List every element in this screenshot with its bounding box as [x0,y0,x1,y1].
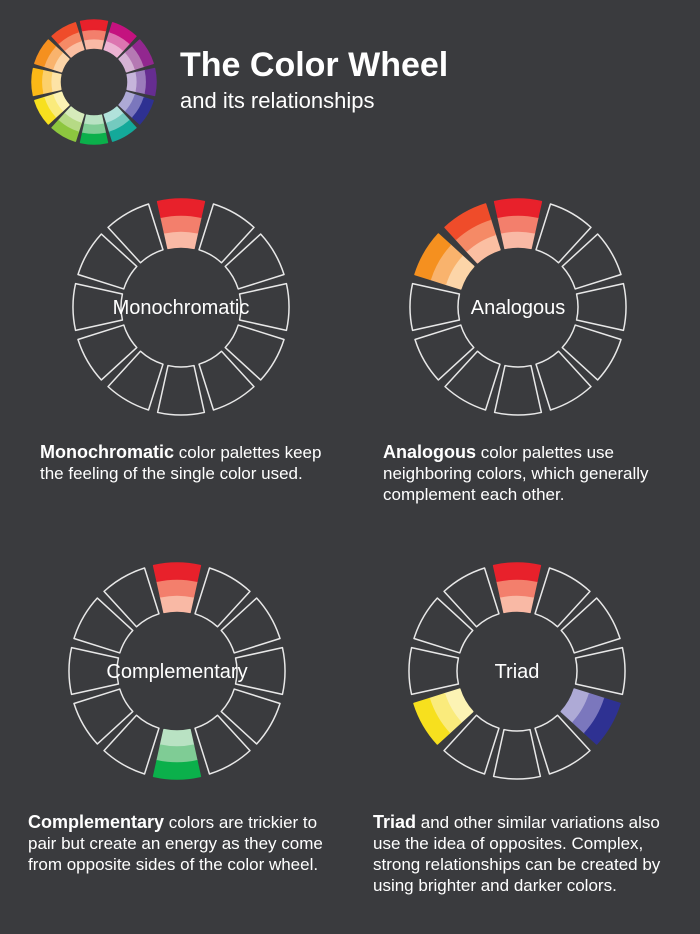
logo-segment [132,97,154,125]
color-segment [159,728,195,748]
outline-segment [107,350,164,411]
outline-segment [414,324,475,381]
logo-segment [81,28,107,41]
outline-segment [156,364,206,416]
outline-segment [561,324,622,381]
outline-segment [234,646,286,696]
description-heading: Analogous [383,442,476,462]
description-text: color palettes use neighboring colors, w… [383,443,649,504]
outline-segment [103,567,160,628]
outline-segment [77,233,138,290]
color-segment [159,594,195,614]
outline-segment [444,350,501,411]
logo-segment [83,37,105,50]
description: Monochromatic color palettes keep the fe… [40,442,335,484]
color-segment [444,203,492,240]
color-segment [160,214,202,234]
wheel-label: Analogous [471,297,566,319]
logo-segment [31,67,44,97]
outline-segment [103,714,160,775]
outline-segment [574,646,626,696]
logo-segment [81,123,107,136]
color-segment [492,562,542,582]
outline-segment [534,714,591,775]
color-segment [584,697,621,745]
outline-segment [408,646,460,696]
description: Triad and other similar variations also … [373,812,688,896]
description: Complementary colors are trickier to pai… [28,812,333,875]
outline-segment [575,282,627,332]
outline-segment [409,282,461,332]
color-segment [152,562,202,582]
color-segment [156,744,198,764]
logo-segment [40,69,53,95]
color-segment [156,578,198,598]
outline-segment [443,567,500,628]
outline-segment [68,646,120,696]
color-segment [163,230,199,250]
color-segment [413,697,450,745]
outline-segment [198,350,255,411]
logo-segment [83,114,105,127]
outline-segment [535,203,592,264]
outline-segment [561,233,622,290]
logo-segment [126,71,139,93]
outline-segment [73,597,134,654]
logo-segment [34,39,56,67]
outline-segment [224,324,285,381]
outline-segment [73,688,134,745]
outline-segment [534,567,591,628]
outline-segment [220,688,281,745]
logo-segment [51,120,79,142]
description-heading: Monochromatic [40,442,175,462]
outline-segment [238,282,290,332]
logo-segment [34,97,56,125]
color-segment [156,198,206,218]
wheel-label: Monochromatic [113,297,250,319]
logo-segment [109,22,137,44]
outline-segment [560,597,621,654]
color-segment [493,198,543,218]
logo-segment [49,71,62,93]
color-segment [152,760,202,780]
wheel-label: Complementary [106,661,247,683]
logo-segment [132,39,154,67]
color-segment [499,594,535,614]
outline-segment [194,567,251,628]
wheel-label: Triad [495,661,540,683]
logo-segment [51,22,79,44]
description-text: and other similar variations also use th… [373,813,661,895]
outline-segment [443,714,500,775]
description-heading: Complementary [28,812,165,832]
description-heading: Triad [373,812,417,832]
color-segment [497,214,539,234]
outline-segment [224,233,285,290]
outline-segment [198,203,255,264]
description-text: color palettes keep the feeling of the s… [40,443,322,483]
outline-segment [194,714,251,775]
subtitle: and its relationships [180,88,374,113]
outline-segment [107,203,164,264]
color-segment [500,230,536,250]
outline-segment [72,282,124,332]
title: The Color Wheel [180,46,448,84]
description: Analogous color palettes use neighboring… [383,442,683,505]
outline-segment [493,364,543,416]
outline-segment [535,350,592,411]
outline-segment [492,728,542,780]
color-segment [414,233,451,281]
logo-segment [109,120,137,142]
logo-segment [135,69,148,95]
outline-segment [77,324,138,381]
outline-segment [413,597,474,654]
outline-segment [220,597,281,654]
logo-segment [79,132,109,145]
description-text: colors are trickier to pair but create a… [28,813,323,874]
logo-segment [144,67,157,97]
logo-segment [79,19,109,32]
color-segment [496,578,538,598]
